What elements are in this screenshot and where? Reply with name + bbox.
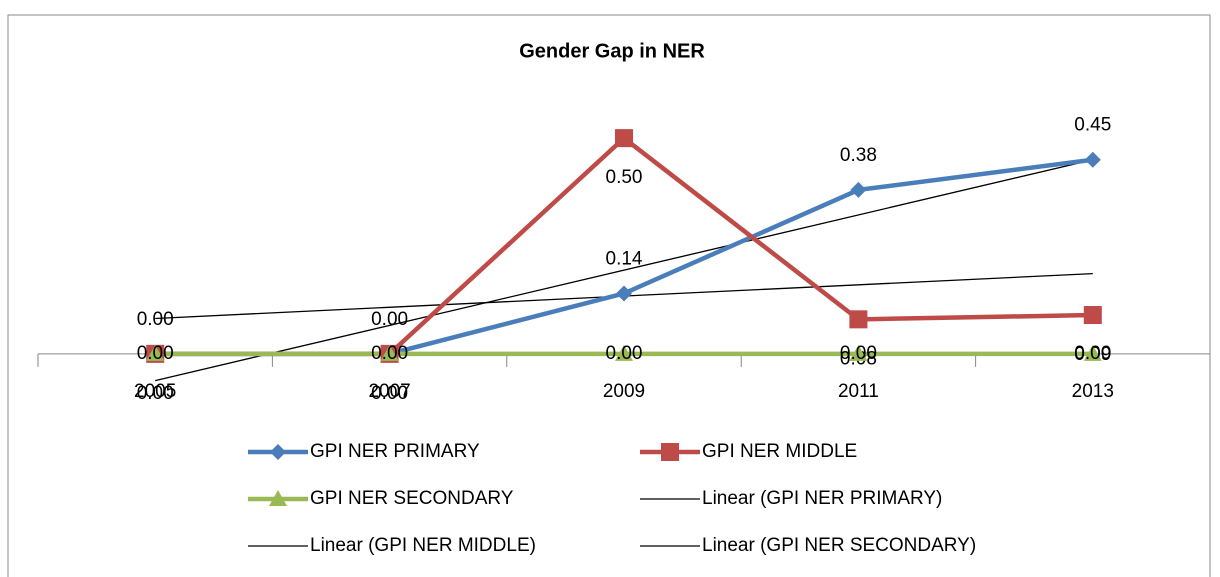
x-tick-label: 2005 (134, 381, 176, 402)
data-label: 0.50 (606, 167, 643, 188)
chart-title: Gender Gap in NER (519, 40, 705, 62)
legend-label: GPI NER SECONDARY (310, 488, 514, 509)
legend-marker (661, 443, 679, 461)
marker (616, 285, 632, 302)
marker (1083, 306, 1102, 325)
data-label: 0.00 (137, 343, 174, 364)
marker (1083, 344, 1102, 361)
data-label: 0.14 (606, 248, 643, 269)
x-tick-label: 2013 (1072, 381, 1114, 402)
legend-label: GPI NER PRIMARY (310, 441, 480, 462)
marker (849, 344, 868, 361)
data-label: 0.38 (840, 145, 877, 166)
data-label: 0.00 (137, 309, 174, 330)
data-label: 0.00 (606, 343, 643, 364)
data-label: 0.00 (371, 383, 408, 404)
data-label: 0.45 (1074, 115, 1111, 136)
x-tick-label: 2011 (838, 381, 879, 402)
x-tick-label: 2009 (603, 381, 645, 402)
x-tick-label: 2007 (368, 381, 410, 402)
marker (615, 344, 633, 361)
data-label: 0.00 (371, 343, 408, 364)
marker (850, 181, 867, 198)
marker (615, 129, 633, 148)
data-label: 0.00 (1074, 343, 1111, 364)
marker (1084, 151, 1101, 168)
legend-marker (270, 444, 286, 460)
data-label: 0.00 (840, 343, 877, 364)
data-label: 0.00 (137, 383, 174, 404)
legend-label: Linear (GPI NER PRIMARY) (702, 488, 942, 509)
legend-marker (269, 490, 287, 506)
legend-label: GPI NER MIDDLE (702, 441, 857, 462)
marker (380, 344, 399, 361)
legend-label: Linear (GPI NER SECONDARY) (702, 535, 976, 556)
data-label: 0.00 (371, 309, 408, 330)
legend-label: Linear (GPI NER MIDDLE) (310, 535, 536, 556)
trendline (155, 159, 1093, 382)
marker (146, 344, 165, 361)
marker (849, 310, 868, 329)
